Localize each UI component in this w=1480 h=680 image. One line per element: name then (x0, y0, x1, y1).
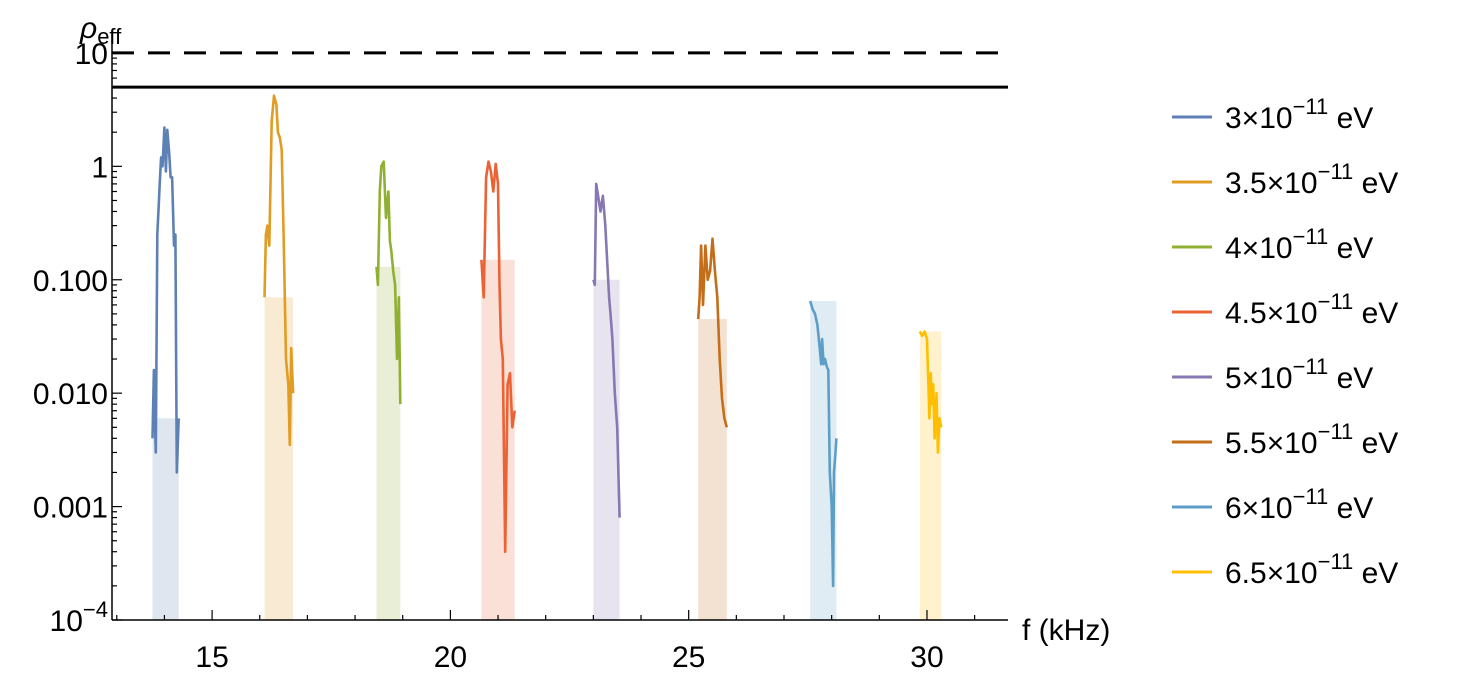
band-shade-3 (481, 259, 515, 620)
legend-label-exp: −11 (1318, 419, 1354, 444)
legend-label-7: 6.5×10−11 eV (1225, 549, 1398, 590)
legend-label-base: 3×10 (1225, 102, 1293, 135)
legend: 3×10−11 eV3.5×10−11 eV4×10−11 eV4.5×10−1… (1172, 94, 1398, 590)
x-tick-label: 20 (434, 641, 467, 674)
y-tick-label-base: 0.010 (33, 378, 108, 411)
y-tick-label: 0.010 (33, 378, 108, 411)
legend-label-6: 6×10−11 eV (1225, 484, 1373, 525)
x-tick-label: 25 (672, 641, 705, 674)
y-axis-label-sub: eff (97, 24, 122, 49)
legend-label-exp: −11 (1293, 354, 1329, 379)
legend-label-base: 4×10 (1225, 232, 1293, 265)
legend-label-unit: eV (1353, 297, 1398, 330)
y-axis-label: ρeff (79, 12, 122, 49)
band-shade-1 (264, 297, 294, 620)
legend-label-exp: −11 (1293, 94, 1329, 119)
legend-label-3: 4.5×10−11 eV (1225, 289, 1398, 330)
legend-label-exp: −11 (1318, 159, 1354, 184)
y-tick-label: 0.100 (33, 265, 108, 298)
series-line-5 (696, 237, 729, 428)
reference-lines (112, 51, 1008, 89)
y-axis-label-base: ρ (79, 12, 97, 45)
x-axis-label: f (kHz) (1022, 614, 1110, 647)
legend-label-unit: eV (1353, 427, 1398, 460)
legend-label-unit: eV (1328, 362, 1373, 395)
legend-label-2: 4×10−11 eV (1225, 224, 1373, 265)
y-tick-label-exp: −4 (83, 597, 108, 622)
legend-label-exp: −11 (1293, 484, 1329, 509)
legend-label-exp: −11 (1318, 289, 1354, 314)
legend-label-base: 6×10 (1225, 492, 1293, 525)
y-tick-label: 0.001 (33, 492, 108, 525)
band-shade-4 (593, 279, 620, 620)
band-shade-5 (698, 319, 727, 620)
legend-label-base: 4.5×10 (1225, 297, 1318, 330)
y-tick-label-base: 0.001 (33, 492, 108, 525)
y-tick-label-base: 1 (91, 151, 108, 184)
series-line-7 (918, 330, 943, 454)
legend-label-base: 3.5×10 (1225, 167, 1318, 200)
series-line-6 (808, 300, 838, 588)
legend-label-unit: eV (1328, 492, 1373, 525)
legend-label-exp: −11 (1293, 224, 1329, 249)
series-line-1 (263, 94, 295, 447)
frequency-band-shades (152, 259, 942, 620)
legend-label-unit: eV (1328, 102, 1373, 135)
series-line-3 (480, 160, 516, 554)
legend-label-0: 3×10−11 eV (1225, 94, 1373, 135)
legend-label-exp: −11 (1318, 549, 1354, 574)
series-line-2 (375, 160, 402, 405)
y-tick-label-base: 10 (75, 38, 108, 71)
legend-label-unit: eV (1353, 557, 1398, 590)
series-line-0 (151, 126, 180, 474)
y-tick-label: 10−4 (50, 597, 108, 638)
legend-label-base: 6.5×10 (1225, 557, 1318, 590)
y-tick-label: 10 (75, 38, 108, 71)
y-tick-label-base: 10 (50, 605, 83, 638)
y-tick-label: 1 (91, 151, 108, 184)
series-line-4 (592, 182, 621, 518)
legend-label-base: 5.5×10 (1225, 427, 1318, 460)
legend-label-4: 5×10−11 eV (1225, 354, 1373, 395)
legend-label-1: 3.5×10−11 eV (1225, 159, 1398, 200)
legend-label-5: 5.5×10−11 eV (1225, 419, 1398, 460)
legend-label-unit: eV (1353, 167, 1398, 200)
band-shade-2 (376, 266, 401, 620)
data-series (151, 94, 943, 588)
legend-label-unit: eV (1328, 232, 1373, 265)
y-tick-label-base: 0.100 (33, 265, 108, 298)
legend-label-base: 5×10 (1225, 362, 1293, 395)
x-tick-label: 30 (910, 641, 943, 674)
x-tick-label: 15 (195, 641, 228, 674)
